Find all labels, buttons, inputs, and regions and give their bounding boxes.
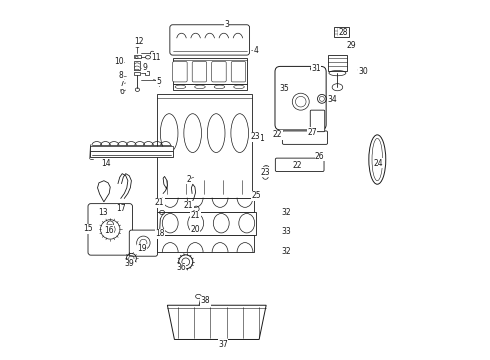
FancyBboxPatch shape [282, 131, 327, 144]
Bar [134, 72, 140, 75]
Bar [134, 61, 140, 70]
Bar [134, 55, 141, 58]
Text: 32: 32 [282, 247, 292, 256]
Text: 4: 4 [253, 46, 258, 55]
Text: 23: 23 [251, 132, 260, 141]
FancyBboxPatch shape [88, 204, 132, 255]
Text: 30: 30 [358, 67, 368, 76]
FancyBboxPatch shape [231, 62, 245, 82]
Text: 21: 21 [191, 211, 200, 220]
Text: 38: 38 [201, 296, 210, 305]
Text: 19: 19 [137, 244, 147, 253]
Text: 21: 21 [155, 198, 164, 207]
Text: 12: 12 [134, 37, 143, 46]
Text: 31: 31 [312, 64, 321, 73]
FancyBboxPatch shape [212, 62, 226, 82]
Text: 18: 18 [156, 229, 165, 238]
Text: 23: 23 [261, 168, 270, 177]
Text: 22: 22 [293, 161, 302, 170]
Text: 27: 27 [307, 128, 317, 137]
Text: 28: 28 [338, 28, 348, 37]
FancyBboxPatch shape [275, 66, 326, 130]
Text: 17: 17 [116, 204, 125, 213]
Text: 15: 15 [83, 224, 93, 233]
Text: 24: 24 [373, 158, 383, 167]
Text: 1: 1 [260, 134, 264, 143]
Bar [172, 84, 247, 90]
Text: 11: 11 [151, 53, 161, 62]
Text: 20: 20 [190, 225, 200, 234]
Bar [90, 146, 172, 151]
Bar [327, 55, 347, 71]
Text: 32: 32 [282, 208, 292, 217]
Bar [157, 235, 254, 252]
Text: 6: 6 [119, 87, 124, 96]
Bar [157, 212, 256, 235]
Bar [157, 94, 252, 198]
Text: 13: 13 [98, 208, 108, 217]
Text: 25: 25 [251, 192, 261, 201]
Text: 39: 39 [124, 260, 134, 269]
Text: 37: 37 [218, 339, 228, 348]
FancyBboxPatch shape [172, 62, 187, 82]
Text: 14: 14 [101, 158, 110, 167]
Bar [145, 71, 149, 75]
FancyBboxPatch shape [170, 25, 249, 55]
Text: 5: 5 [156, 77, 161, 86]
Text: 8: 8 [119, 71, 123, 80]
Text: 29: 29 [346, 41, 356, 50]
Text: 10: 10 [114, 57, 123, 66]
Text: 34: 34 [328, 95, 338, 104]
Bar [172, 58, 247, 84]
Text: 22: 22 [273, 130, 282, 139]
Bar [334, 27, 349, 37]
Polygon shape [168, 305, 266, 339]
FancyBboxPatch shape [192, 62, 207, 82]
Text: 7: 7 [119, 79, 124, 88]
FancyBboxPatch shape [129, 230, 157, 256]
Text: 33: 33 [282, 227, 292, 236]
Text: 26: 26 [315, 152, 324, 161]
Text: 2: 2 [186, 175, 191, 184]
Text: 3: 3 [224, 19, 229, 28]
FancyBboxPatch shape [275, 158, 324, 171]
Text: 9: 9 [142, 63, 147, 72]
Text: 16: 16 [104, 226, 114, 235]
Text: 35: 35 [280, 85, 290, 94]
Text: 21: 21 [184, 201, 193, 210]
FancyBboxPatch shape [310, 110, 325, 132]
Bar [90, 152, 172, 157]
Bar [157, 198, 254, 212]
Text: 36: 36 [176, 263, 186, 272]
Polygon shape [98, 181, 110, 202]
